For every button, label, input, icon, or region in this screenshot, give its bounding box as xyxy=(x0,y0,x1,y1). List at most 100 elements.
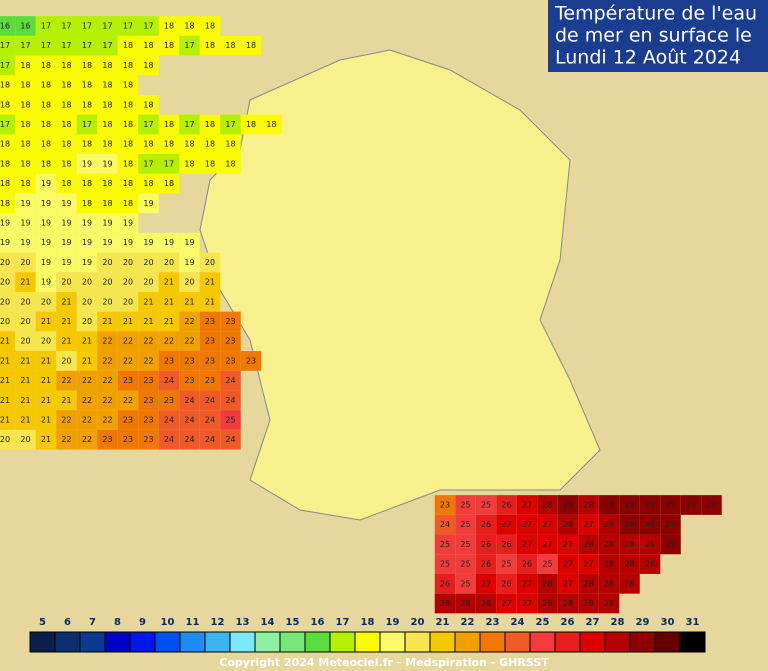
sea-temp: 17 xyxy=(225,120,235,129)
legend-swatch xyxy=(379,631,406,653)
sea-temp: 20 xyxy=(20,435,30,444)
sea-temp: 22 xyxy=(123,337,133,346)
sea-temp: 18 xyxy=(61,140,71,149)
sea-cell xyxy=(56,94,77,115)
sea-cell xyxy=(179,154,200,174)
sea-cell xyxy=(15,410,36,430)
sea-temp: 21 xyxy=(41,435,51,444)
sea-temp: 21 xyxy=(82,356,92,365)
sea-cell xyxy=(117,272,139,292)
sea-cell xyxy=(117,94,139,115)
sea-temp: 18 xyxy=(123,100,133,109)
sea-cell xyxy=(138,311,159,332)
sea-cell xyxy=(158,154,180,174)
sea-temp: 19 xyxy=(123,219,133,228)
sea-temp: 27 xyxy=(563,540,573,549)
sea-cell xyxy=(598,554,620,574)
sea-temp: 18 xyxy=(82,140,92,149)
sea-cell xyxy=(639,514,661,535)
legend-swatch xyxy=(504,631,531,653)
sea-cell xyxy=(0,429,16,450)
sea-cell xyxy=(97,114,118,135)
sea-cell xyxy=(56,410,77,430)
sea-cell xyxy=(117,55,139,76)
sea-temp: 21 xyxy=(205,278,215,287)
sea-cell xyxy=(199,154,221,174)
sea-cell xyxy=(680,495,702,515)
sea-temp: 18 xyxy=(20,159,30,168)
legend-label: 27 xyxy=(586,617,600,628)
sea-temp: 28 xyxy=(604,540,614,549)
sea-cell xyxy=(76,114,98,135)
sea-temp: 24 xyxy=(225,396,235,405)
sea-temp: 17 xyxy=(143,22,153,31)
sea-temp: 19 xyxy=(143,238,153,247)
sea-cell xyxy=(97,35,118,56)
sea-cell xyxy=(76,75,98,95)
sea-cell xyxy=(578,593,599,614)
sea-temp: 16 xyxy=(20,22,30,31)
sea-cell xyxy=(496,514,517,535)
sea-temp: 23 xyxy=(225,337,235,346)
sea-temp: 29 xyxy=(645,501,655,510)
sea-temp: 18 xyxy=(205,120,215,129)
sea-cell xyxy=(97,390,118,411)
sea-cell xyxy=(660,495,681,515)
legend-label: 19 xyxy=(386,617,400,628)
sea-cell xyxy=(598,534,620,555)
sea-cell xyxy=(138,390,159,411)
sea-temp: 19 xyxy=(123,238,133,247)
legend-swatch xyxy=(604,631,631,653)
sea-temp: 27 xyxy=(522,579,532,588)
legend-label: 23 xyxy=(486,617,500,628)
sea-temp: 18 xyxy=(102,120,112,129)
sea-cell xyxy=(35,35,57,56)
sea-temp: 19 xyxy=(82,219,92,228)
sea-temp: 18 xyxy=(82,179,92,188)
sea-cell xyxy=(158,16,180,36)
legend-swatch xyxy=(579,631,606,653)
sea-cell xyxy=(0,193,16,214)
sea-temp: 25 xyxy=(440,560,450,569)
legend-swatch xyxy=(254,631,281,653)
sea-cell xyxy=(76,193,98,214)
sea-cell xyxy=(516,534,538,555)
sea-cell xyxy=(496,534,517,555)
sea-temp: 22 xyxy=(82,416,92,425)
sea-temp: 19 xyxy=(41,199,51,208)
sea-temp: 18 xyxy=(123,61,133,70)
sea-temp: 20 xyxy=(164,258,174,267)
sea-temp: 18 xyxy=(205,22,215,31)
sea-cell xyxy=(434,593,456,614)
sea-cell xyxy=(199,331,221,352)
sea-cell xyxy=(455,554,476,574)
sea-temp: 21 xyxy=(41,396,51,405)
sea-temp: 18 xyxy=(143,41,153,50)
sea-temp: 29 xyxy=(624,501,634,510)
sea-temp: 26 xyxy=(481,560,491,569)
title-line: Lundi 12 Août 2024 xyxy=(555,47,741,69)
sea-temp: 23 xyxy=(143,435,153,444)
sea-temp: 29 xyxy=(686,501,696,510)
sea-temp: 18 xyxy=(82,199,92,208)
sea-temp: 28 xyxy=(604,520,614,529)
sea-cell xyxy=(35,232,57,253)
sea-temp: 25 xyxy=(501,560,511,569)
legend-swatch xyxy=(204,631,231,653)
sea-temp: 18 xyxy=(225,41,235,50)
sea-temp: 19 xyxy=(41,238,51,247)
sea-temp: 19 xyxy=(20,219,30,228)
sea-cell xyxy=(199,16,221,36)
sea-temp: 21 xyxy=(0,396,10,405)
sea-cell xyxy=(557,514,579,535)
sea-cell xyxy=(179,311,200,332)
sea-cell xyxy=(578,495,599,515)
sea-temp: 29 xyxy=(563,501,573,510)
sea-temp: 22 xyxy=(102,396,112,405)
legend-swatch xyxy=(279,631,306,653)
sea-cell xyxy=(15,154,36,174)
sea-cell xyxy=(261,114,282,135)
sea-temp: 20 xyxy=(20,258,30,267)
sea-cell xyxy=(138,272,159,292)
sea-cell xyxy=(660,534,681,555)
